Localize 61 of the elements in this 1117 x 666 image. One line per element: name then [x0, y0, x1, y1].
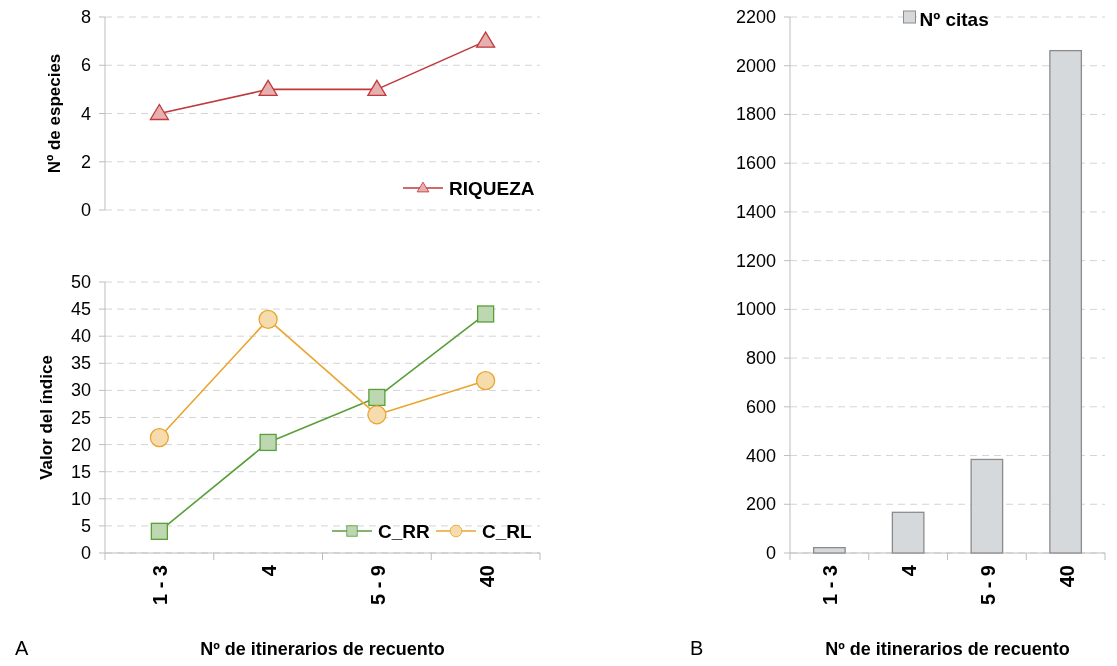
x-tick-label: 4 [898, 564, 921, 577]
text: B [690, 637, 704, 659]
x-tick-label: 40 [475, 565, 498, 588]
y-tick-label: 4 [80, 103, 91, 124]
point [149, 103, 170, 121]
y-tick-label: 0 [765, 543, 776, 563]
y-tick-label: 35 [70, 353, 91, 374]
legend-label: C_RR [378, 521, 431, 542]
x-tick-label: 4 [258, 564, 281, 577]
legend-label: RIQUEZA [449, 178, 535, 199]
y-tick-label: 45 [70, 299, 91, 320]
y-tick-label: 200 [745, 494, 776, 515]
point [258, 79, 278, 97]
y-tick-label: 25 [70, 407, 91, 428]
bar [812, 546, 846, 554]
y-tick-label: 1800 [735, 104, 776, 125]
y-tick-label: 400 [745, 445, 776, 466]
point [368, 388, 386, 407]
x-axis-title: Nº de itinerarios de recuento [200, 639, 445, 659]
point [475, 31, 496, 48]
y-tick-label: 2200 [735, 7, 776, 27]
y-tick-label: 800 [745, 348, 776, 369]
x-tick-label: 5 - 9 [976, 565, 999, 606]
bar [891, 511, 925, 554]
x-tick-label: 40 [1055, 565, 1078, 588]
text: A [15, 637, 29, 659]
x-tick-label: 1 - 3 [819, 565, 842, 606]
legend-label: C_RL [482, 521, 533, 542]
y-tick-label: 6 [80, 55, 91, 76]
point [475, 370, 496, 391]
y-tick-label: 1600 [735, 153, 776, 174]
point [150, 522, 169, 540]
y-axis-title: Nº de especies [45, 53, 64, 174]
y-tick-label: 10 [70, 488, 91, 509]
x-tick-label: 5 - 9 [366, 565, 389, 606]
y-tick-label: 15 [70, 461, 91, 482]
y-tick-label: 1000 [735, 299, 776, 320]
y-tick-label: 5 [80, 515, 91, 536]
legend-label: Nº citas [919, 9, 989, 30]
y-tick-label: 2000 [735, 55, 776, 76]
point [258, 309, 278, 330]
point [367, 79, 387, 97]
bar [970, 458, 1004, 554]
point [367, 405, 387, 425]
point [476, 305, 495, 323]
y-tick-label: 40 [70, 326, 91, 347]
y-tick-label: 1400 [735, 201, 776, 222]
point [149, 427, 170, 448]
y-tick-label: 8 [80, 7, 91, 27]
y-tick-label: 0 [80, 200, 91, 220]
point [259, 433, 277, 452]
y-axis-title: Valor del índice [37, 355, 56, 480]
y-tick-label: 2 [80, 151, 91, 172]
y-tick-label: 20 [70, 434, 91, 455]
y-tick-label: 30 [70, 380, 91, 401]
x-axis-title: Nº de itinerarios de recuento [825, 639, 1070, 659]
y-tick-label: 1200 [735, 250, 776, 271]
y-tick-label: 0 [80, 543, 91, 563]
y-tick-label: 600 [745, 396, 776, 417]
x-tick-label: 1 - 3 [149, 565, 172, 606]
y-tick-label: 50 [70, 272, 91, 292]
